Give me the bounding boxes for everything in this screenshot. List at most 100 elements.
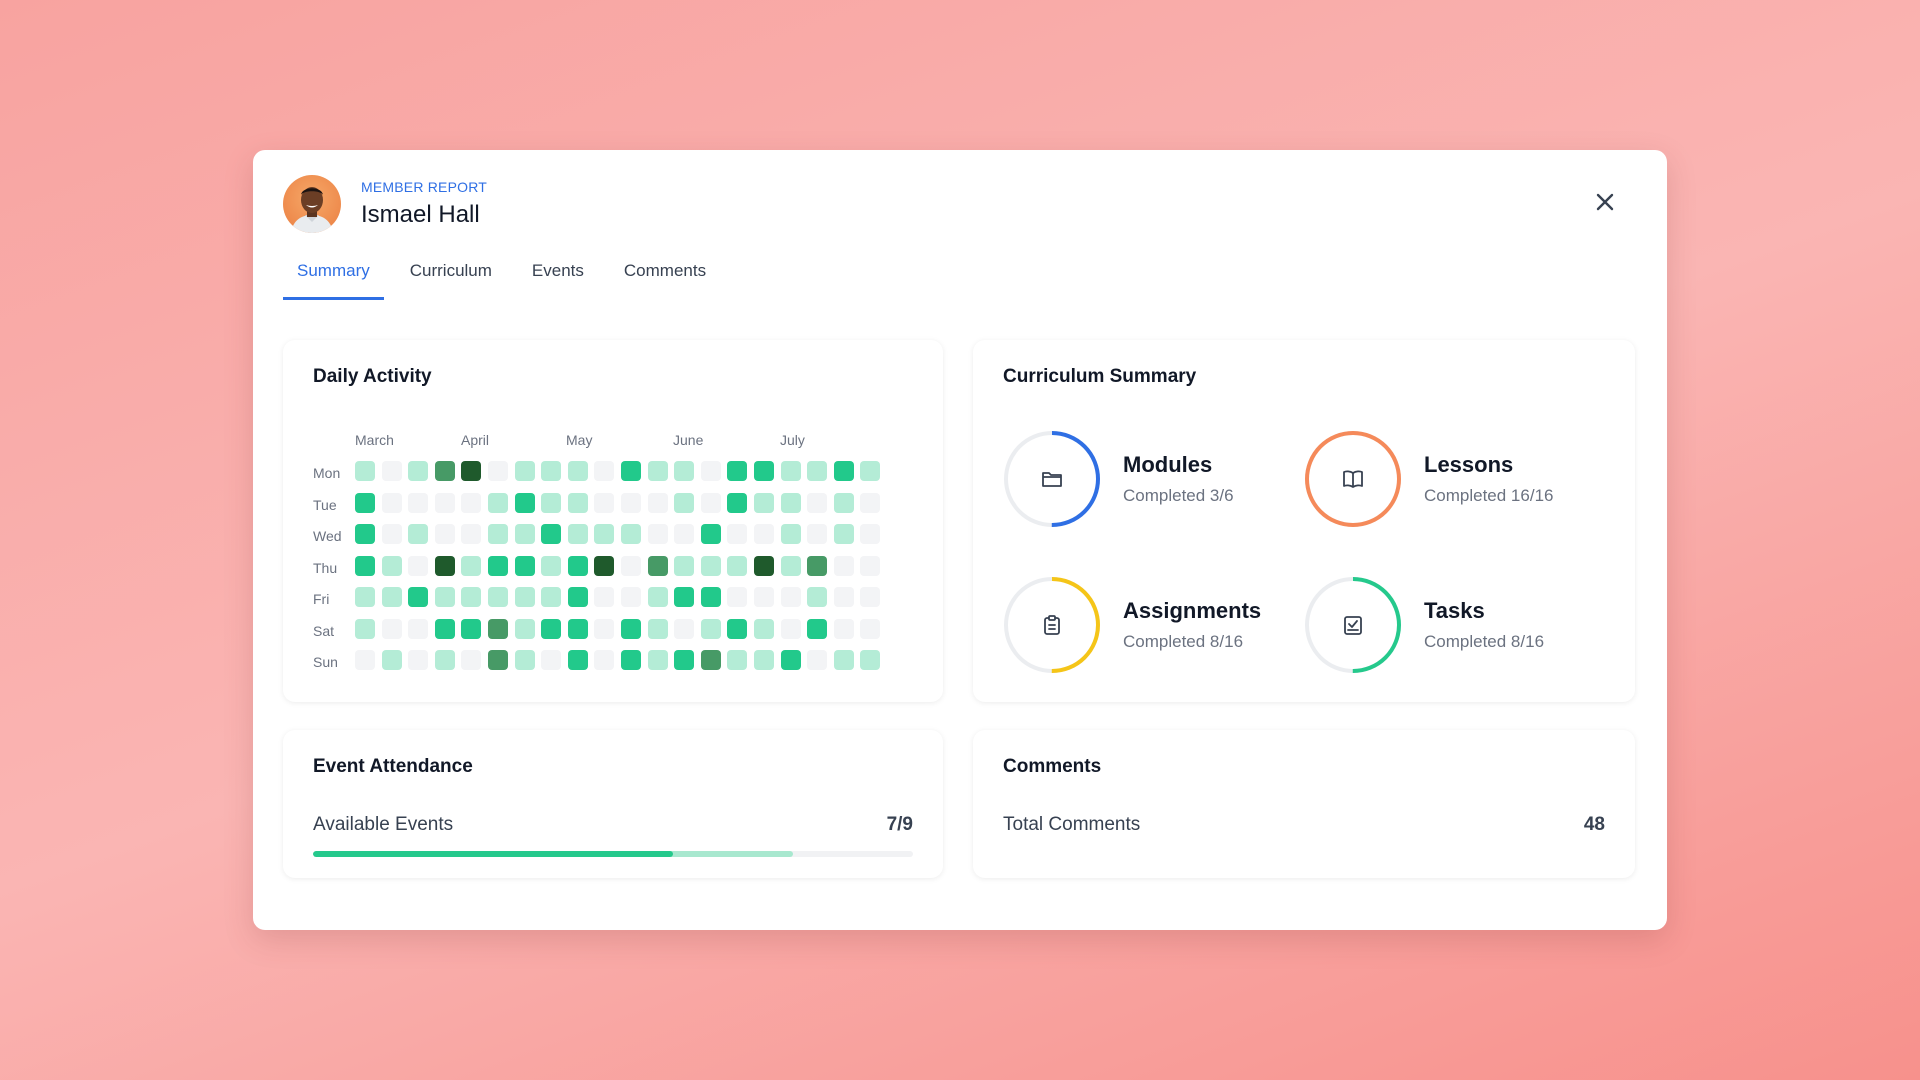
activity-cell[interactable] xyxy=(647,461,668,481)
activity-cell[interactable] xyxy=(833,492,854,513)
activity-cell[interactable] xyxy=(780,555,801,576)
activity-cell[interactable] xyxy=(780,524,801,544)
activity-cell[interactable] xyxy=(807,524,828,544)
activity-cell[interactable] xyxy=(674,618,695,639)
activity-cell[interactable] xyxy=(700,650,721,670)
activity-cell[interactable] xyxy=(727,618,748,639)
activity-cell[interactable] xyxy=(807,650,828,670)
activity-cell[interactable] xyxy=(674,492,695,513)
activity-cell[interactable] xyxy=(727,492,748,513)
activity-cell[interactable] xyxy=(727,587,748,607)
activity-cell[interactable] xyxy=(488,618,508,639)
activity-cell[interactable] xyxy=(408,650,429,670)
activity-cell[interactable] xyxy=(355,461,375,481)
activity-cell[interactable] xyxy=(434,650,455,670)
activity-cell[interactable] xyxy=(647,492,668,513)
activity-cell[interactable] xyxy=(434,524,455,544)
activity-cell[interactable] xyxy=(461,587,482,607)
activity-cell[interactable] xyxy=(754,461,774,481)
activity-cell[interactable] xyxy=(833,524,854,544)
activity-cell[interactable] xyxy=(594,461,615,481)
activity-cell[interactable] xyxy=(860,618,881,639)
activity-cell[interactable] xyxy=(594,650,615,670)
activity-cell[interactable] xyxy=(567,587,588,607)
activity-cell[interactable] xyxy=(621,618,641,639)
activity-cell[interactable] xyxy=(381,618,402,639)
close-icon[interactable] xyxy=(1595,192,1615,212)
activity-cell[interactable] xyxy=(647,524,668,544)
activity-cell[interactable] xyxy=(833,555,854,576)
activity-cell[interactable] xyxy=(567,618,588,639)
activity-cell[interactable] xyxy=(355,650,375,670)
activity-cell[interactable] xyxy=(488,650,508,670)
activity-cell[interactable] xyxy=(647,587,668,607)
activity-cell[interactable] xyxy=(408,587,429,607)
activity-cell[interactable] xyxy=(807,618,828,639)
activity-cell[interactable] xyxy=(541,461,562,481)
activity-cell[interactable] xyxy=(700,492,721,513)
tab-events[interactable]: Events xyxy=(531,261,584,280)
activity-cell[interactable] xyxy=(647,555,668,576)
activity-cell[interactable] xyxy=(621,587,641,607)
activity-cell[interactable] xyxy=(461,618,482,639)
activity-cell[interactable] xyxy=(780,587,801,607)
activity-cell[interactable] xyxy=(754,618,774,639)
activity-cell[interactable] xyxy=(727,555,748,576)
activity-cell[interactable] xyxy=(541,524,562,544)
activity-cell[interactable] xyxy=(381,524,402,544)
activity-cell[interactable] xyxy=(514,492,535,513)
activity-cell[interactable] xyxy=(621,555,641,576)
activity-cell[interactable] xyxy=(514,587,535,607)
activity-cell[interactable] xyxy=(754,492,774,513)
activity-cell[interactable] xyxy=(434,461,455,481)
activity-cell[interactable] xyxy=(594,555,615,576)
activity-cell[interactable] xyxy=(860,524,881,544)
activity-cell[interactable] xyxy=(727,524,748,544)
activity-cell[interactable] xyxy=(541,618,562,639)
activity-cell[interactable] xyxy=(541,650,562,670)
activity-cell[interactable] xyxy=(807,461,828,481)
activity-cell[interactable] xyxy=(833,650,854,670)
activity-cell[interactable] xyxy=(408,492,429,513)
activity-cell[interactable] xyxy=(567,524,588,544)
activity-cell[interactable] xyxy=(780,492,801,513)
activity-cell[interactable] xyxy=(567,492,588,513)
activity-cell[interactable] xyxy=(381,587,402,607)
activity-cell[interactable] xyxy=(514,555,535,576)
activity-cell[interactable] xyxy=(355,587,375,607)
activity-cell[interactable] xyxy=(514,461,535,481)
activity-cell[interactable] xyxy=(541,587,562,607)
activity-cell[interactable] xyxy=(674,650,695,670)
activity-cell[interactable] xyxy=(780,650,801,670)
activity-cell[interactable] xyxy=(488,492,508,513)
activity-cell[interactable] xyxy=(700,461,721,481)
activity-cell[interactable] xyxy=(754,650,774,670)
activity-cell[interactable] xyxy=(621,524,641,544)
activity-cell[interactable] xyxy=(461,492,482,513)
activity-cell[interactable] xyxy=(727,650,748,670)
activity-cell[interactable] xyxy=(355,618,375,639)
tab-curriculum[interactable]: Curriculum xyxy=(409,261,492,280)
activity-cell[interactable] xyxy=(541,492,562,513)
activity-cell[interactable] xyxy=(860,555,881,576)
activity-cell[interactable] xyxy=(700,587,721,607)
activity-cell[interactable] xyxy=(674,524,695,544)
activity-cell[interactable] xyxy=(461,650,482,670)
activity-cell[interactable] xyxy=(807,587,828,607)
activity-cell[interactable] xyxy=(488,461,508,481)
activity-cell[interactable] xyxy=(754,555,774,576)
activity-cell[interactable] xyxy=(461,555,482,576)
tab-comments[interactable]: Comments xyxy=(623,261,707,280)
activity-cell[interactable] xyxy=(567,650,588,670)
activity-cell[interactable] xyxy=(833,587,854,607)
activity-cell[interactable] xyxy=(434,492,455,513)
activity-cell[interactable] xyxy=(408,555,429,576)
activity-cell[interactable] xyxy=(860,492,881,513)
activity-cell[interactable] xyxy=(434,587,455,607)
activity-cell[interactable] xyxy=(381,461,402,481)
activity-cell[interactable] xyxy=(514,524,535,544)
activity-cell[interactable] xyxy=(807,492,828,513)
activity-cell[interactable] xyxy=(408,524,429,544)
activity-cell[interactable] xyxy=(621,461,641,481)
activity-cell[interactable] xyxy=(674,461,695,481)
